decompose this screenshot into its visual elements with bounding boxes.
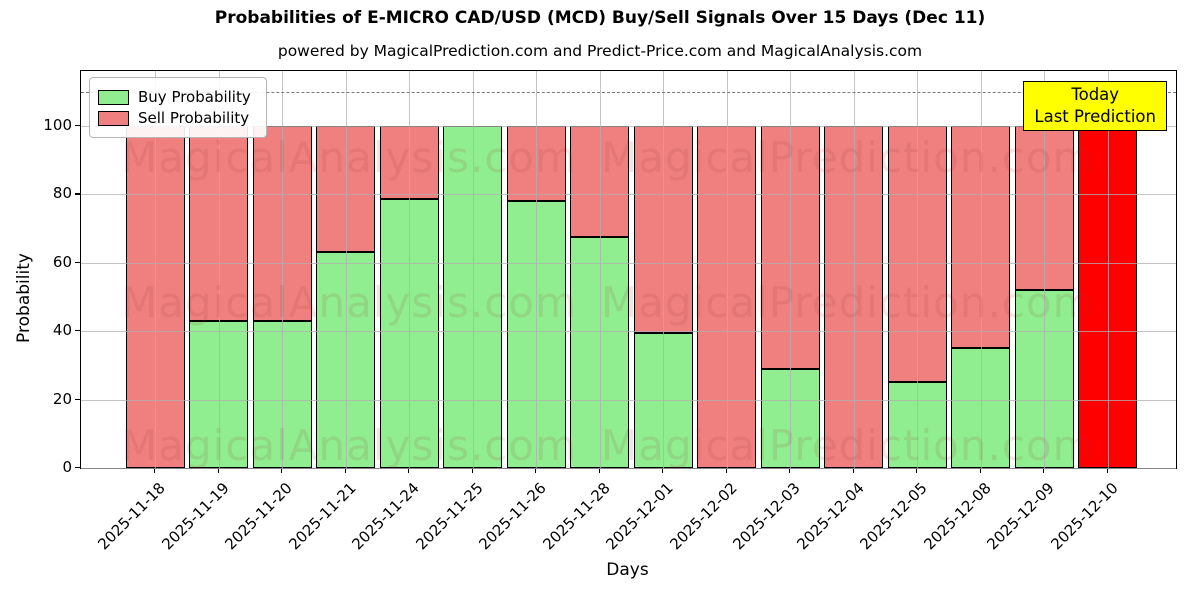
x-tick-mark bbox=[217, 468, 219, 473]
legend-swatch bbox=[98, 89, 129, 105]
legend-label: Buy Probability bbox=[138, 88, 251, 106]
chart-subtitle: powered by MagicalPrediction.com and Pre… bbox=[277, 42, 923, 60]
x-tick-mark bbox=[662, 468, 664, 473]
vertical-gridline bbox=[155, 71, 156, 468]
x-tick-mark bbox=[281, 468, 283, 473]
x-tick-mark bbox=[1043, 468, 1045, 473]
y-tick-mark bbox=[75, 124, 80, 127]
vertical-gridline bbox=[409, 71, 410, 468]
x-tick-mark bbox=[154, 468, 156, 473]
horizontal-gridline bbox=[81, 125, 1176, 127]
vertical-gridline bbox=[599, 71, 601, 468]
vertical-gridline bbox=[790, 71, 791, 468]
y-axis-label: Probability bbox=[14, 253, 34, 343]
horizontal-gridline bbox=[81, 468, 1176, 469]
legend-label: Sell Probability bbox=[138, 109, 250, 127]
vertical-gridline bbox=[726, 71, 728, 468]
today-annotation-line1: Today bbox=[1071, 85, 1120, 104]
x-tick-mark bbox=[1106, 468, 1108, 473]
x-axis-label: Days bbox=[606, 560, 649, 580]
x-tick-mark bbox=[344, 468, 346, 473]
x-tick-mark bbox=[598, 468, 600, 473]
vertical-gridline bbox=[536, 71, 537, 468]
x-tick-mark bbox=[408, 468, 410, 473]
y-tick-label: 20 bbox=[52, 389, 72, 408]
x-tick-mark bbox=[789, 468, 791, 473]
horizontal-gridline bbox=[81, 194, 1176, 196]
horizontal-gridline bbox=[81, 262, 1176, 264]
y-tick-mark bbox=[75, 467, 80, 469]
vertical-gridline bbox=[853, 71, 855, 468]
y-tick-mark bbox=[75, 261, 80, 264]
y-tick-label: 60 bbox=[52, 252, 72, 271]
legend: Buy Probability Sell Probability bbox=[89, 77, 267, 138]
y-tick-label: 40 bbox=[52, 321, 72, 340]
y-tick-mark bbox=[75, 330, 80, 332]
x-tick-mark bbox=[979, 468, 981, 473]
x-tick-mark bbox=[725, 468, 727, 473]
horizontal-gridline bbox=[81, 331, 1176, 333]
horizontal-gridline bbox=[81, 399, 1176, 401]
legend-item: Buy Probability bbox=[98, 88, 256, 106]
vertical-gridline bbox=[1044, 71, 1045, 468]
vertical-gridline bbox=[472, 71, 474, 468]
y-tick-label: 100 bbox=[43, 115, 72, 134]
x-tick-mark bbox=[852, 468, 854, 473]
x-tick-mark bbox=[471, 468, 473, 473]
y-tick-mark bbox=[75, 193, 80, 195]
today-annotation: Today Last Prediction bbox=[1023, 81, 1167, 131]
vertical-gridline bbox=[663, 71, 664, 468]
chart-title: Probabilities of E-MICRO CAD/USD (MCD) B… bbox=[214, 8, 986, 28]
vertical-gridline bbox=[1107, 71, 1109, 468]
x-tick-mark bbox=[916, 468, 918, 473]
legend-swatch bbox=[98, 110, 129, 126]
vertical-gridline bbox=[218, 71, 220, 468]
y-tick-label: 0 bbox=[62, 458, 72, 476]
x-tick-mark bbox=[535, 468, 537, 473]
y-tick-label: 80 bbox=[52, 184, 72, 203]
vertical-gridline bbox=[917, 71, 918, 468]
vertical-gridline bbox=[282, 71, 283, 468]
vertical-gridline bbox=[980, 71, 982, 468]
legend-item: Sell Probability bbox=[98, 109, 256, 127]
plot-area: MagicalAnalysis.comMagicalPrediction.com… bbox=[80, 70, 1177, 470]
y-tick-mark bbox=[75, 398, 80, 400]
today-annotation-line2: Last Prediction bbox=[1034, 107, 1156, 126]
threshold-dashed-line bbox=[81, 91, 1176, 93]
vertical-gridline bbox=[345, 71, 347, 468]
